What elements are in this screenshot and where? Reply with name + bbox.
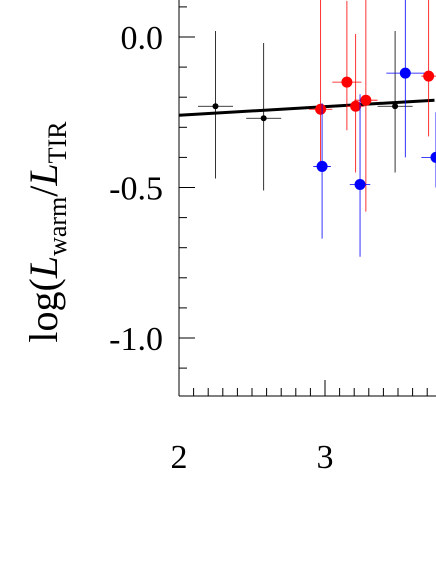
- data-point: [246, 43, 282, 191]
- data-point: [197, 30, 234, 179]
- y-tick-label: -0.5: [109, 171, 163, 208]
- axes: [178, 0, 436, 397]
- data-point: [354, 0, 378, 212]
- y-tick-label: -1.0: [109, 321, 163, 358]
- data-point: [332, 0, 362, 131]
- x-tick-label: 3: [317, 439, 334, 476]
- point-marker: [315, 103, 327, 115]
- point-marker: [399, 67, 411, 79]
- data-point: [377, 30, 413, 173]
- point-marker: [350, 100, 362, 112]
- x-tick-label: 2: [171, 439, 188, 476]
- point-marker: [341, 76, 353, 88]
- data-point: [308, 0, 333, 170]
- data-point: [346, 33, 365, 173]
- tick-labels: 0.0 -0.5 -1.0 2 3: [109, 20, 333, 476]
- data-point: [313, 103, 331, 239]
- fit-line-group: [179, 98, 435, 117]
- data-points: [197, 0, 436, 257]
- data-point: [421, 0, 436, 137]
- point-marker: [392, 103, 399, 110]
- y-axis-label: log(Lwarm/LTIR: [21, 121, 72, 343]
- point-marker: [360, 94, 372, 106]
- data-point: [349, 94, 371, 257]
- point-marker: [430, 151, 436, 163]
- point-marker: [354, 178, 366, 190]
- data-point: [386, 0, 425, 158]
- y-tick-label: 0.0: [121, 20, 164, 57]
- point-marker: [423, 70, 435, 82]
- fit-line: [179, 98, 435, 117]
- point-marker: [260, 115, 267, 122]
- point-marker: [316, 160, 328, 172]
- point-marker: [212, 103, 219, 110]
